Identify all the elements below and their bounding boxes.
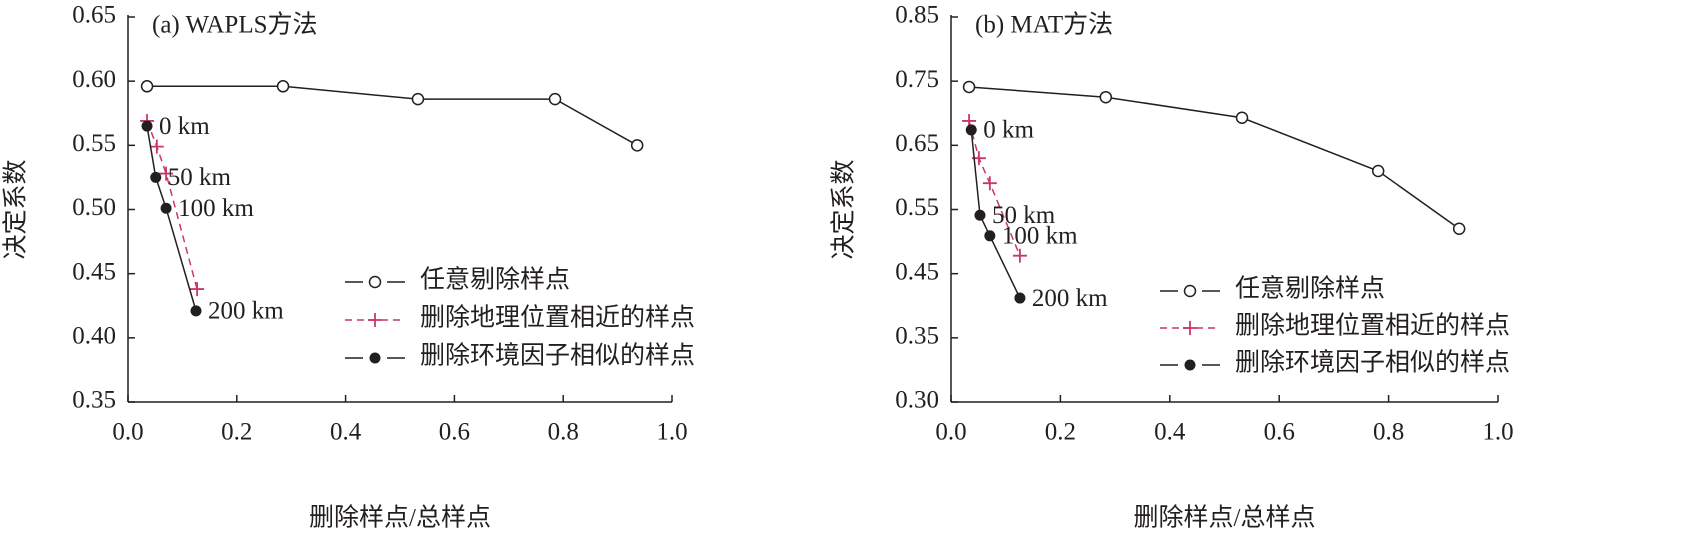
marker [140, 80, 154, 93]
legend-label: 删除地理位置相近的样点 [420, 304, 695, 332]
legend-label: 删除环境因子相似的样点 [420, 342, 695, 370]
annotation: 0 km [983, 117, 1034, 144]
y-tick-label: 0.55 [72, 130, 116, 157]
marker [190, 305, 202, 317]
x-axis-label: 删除样点/总样点 [1134, 504, 1316, 532]
marker [974, 209, 986, 221]
y-tick-label: 0.35 [72, 387, 116, 414]
x-tick-label: 0.0 [935, 419, 966, 446]
marker [190, 282, 205, 297]
series-line [146, 125, 197, 312]
y-tick-label: 0.50 [72, 194, 116, 221]
x-tick-label: 1.0 [1482, 419, 1513, 446]
legend-label: 删除环境因子相似的样点 [1235, 349, 1510, 377]
y-axis-label: 决定系数 [830, 159, 858, 259]
series-line [146, 120, 198, 290]
marker [1014, 292, 1026, 304]
marker [982, 176, 997, 191]
legend-marker [368, 313, 382, 327]
y-tick-label: 0.75 [895, 66, 939, 93]
y-tick-label: 0.45 [72, 258, 116, 285]
annotation: 200 km [1032, 285, 1108, 312]
marker [1235, 111, 1249, 124]
x-tick-label: 1.0 [656, 419, 687, 446]
x-tick-label: 0.6 [439, 419, 470, 446]
marker [159, 166, 174, 181]
y-tick-label: 0.60 [72, 66, 116, 93]
marker [1012, 248, 1027, 263]
legend-marker [1183, 284, 1197, 298]
legend-marker [368, 275, 382, 289]
marker [276, 80, 290, 93]
chart-title: (a) WAPLS方法 [152, 11, 318, 39]
y-tick-label: 0.85 [895, 2, 939, 29]
series-line [968, 120, 1021, 256]
annotation: 0 km [159, 113, 210, 140]
marker [160, 202, 172, 214]
x-tick-label: 0.6 [1264, 419, 1295, 446]
legend-label: 任意剔除样点 [420, 266, 570, 294]
marker [149, 139, 164, 154]
y-tick-label: 0.45 [895, 258, 939, 285]
y-tick-label: 0.65 [895, 130, 939, 157]
marker [1452, 222, 1466, 235]
y-axis-label: 决定系数 [2, 159, 30, 259]
x-tick-label: 0.8 [1373, 419, 1404, 446]
series-line [147, 85, 638, 146]
annotation: 200 km [208, 298, 284, 325]
x-tick-label: 0.2 [221, 419, 252, 446]
annotation: 100 km [1002, 223, 1078, 250]
annotation: 50 km [168, 164, 232, 191]
legend-marker [1184, 359, 1196, 371]
legend-marker [369, 352, 381, 364]
marker [1099, 90, 1113, 104]
y-tick-label: 0.55 [895, 194, 939, 221]
x-axis-label: 删除样点/总样点 [309, 504, 491, 532]
marker [150, 171, 162, 183]
annotation: 100 km [178, 195, 254, 222]
marker [984, 230, 996, 242]
marker [411, 92, 425, 106]
marker [630, 139, 644, 152]
y-tick-label: 0.65 [72, 2, 116, 29]
legend-label: 任意剔除样点 [1235, 275, 1385, 303]
marker [1371, 164, 1385, 178]
y-tick-label: 0.35 [895, 323, 939, 350]
annotation: 50 km [992, 202, 1056, 229]
x-tick-label: 0.4 [1154, 419, 1186, 446]
legend-marker [1183, 321, 1197, 335]
legend-label: 删除地理位置相近的样点 [1235, 312, 1510, 340]
x-tick-label: 0.8 [548, 419, 579, 446]
series-line [970, 129, 1021, 299]
marker [141, 120, 153, 132]
x-tick-label: 0.2 [1045, 419, 1076, 446]
x-tick-label: 0.0 [112, 419, 143, 446]
y-tick-label: 0.40 [72, 323, 116, 350]
chart-title: (b) MAT方法 [975, 11, 1113, 39]
marker [548, 92, 562, 106]
x-tick-label: 0.4 [330, 419, 362, 446]
y-tick-label: 0.30 [895, 387, 939, 414]
marker [962, 80, 976, 94]
marker [965, 124, 977, 136]
